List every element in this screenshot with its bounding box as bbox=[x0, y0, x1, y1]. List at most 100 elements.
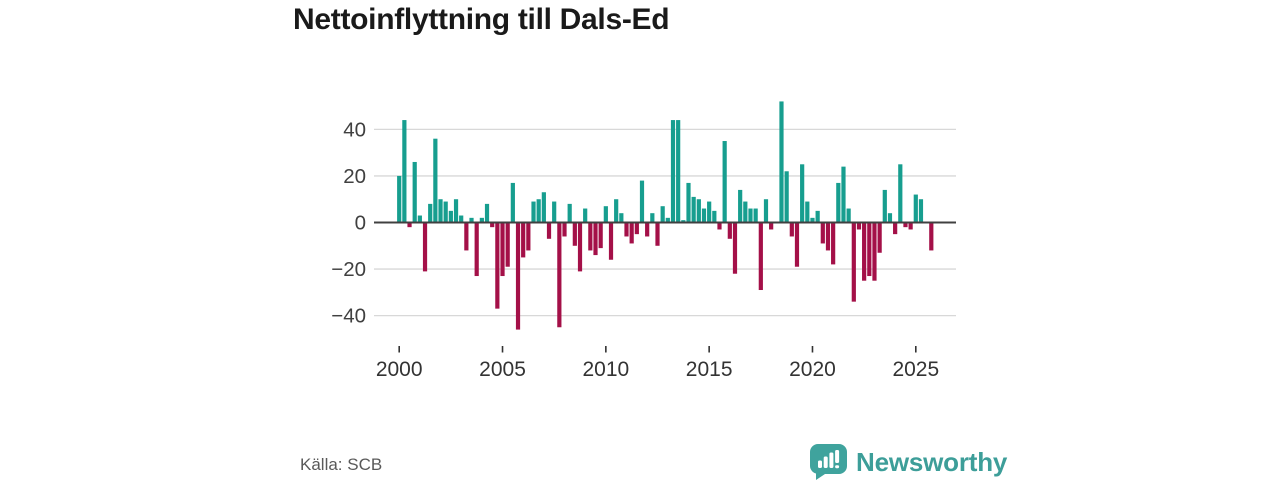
bar-2017-q4 bbox=[763, 199, 769, 223]
bar-2007-q4 bbox=[557, 222, 562, 328]
bar-2000-q1 bbox=[397, 175, 402, 223]
x-axis-label: 2000 bbox=[376, 358, 423, 381]
bar-2020-q4 bbox=[825, 222, 831, 251]
bar-2005-q2 bbox=[505, 222, 510, 267]
bar-2008-q2 bbox=[567, 203, 572, 223]
bar-2016-q1 bbox=[727, 222, 732, 239]
bar-2018-q1 bbox=[769, 222, 774, 230]
bar-2006-q4 bbox=[536, 199, 541, 223]
bar-2005-q3 bbox=[510, 182, 515, 223]
bar-2008-q3 bbox=[572, 222, 577, 246]
bar-2005-q1 bbox=[500, 222, 505, 277]
bar-2013-q4 bbox=[681, 220, 686, 223]
bar-2004-q4 bbox=[495, 222, 500, 309]
bar-2016-q3 bbox=[738, 189, 743, 223]
bar-2001-q3 bbox=[428, 203, 433, 223]
x-axis-label: 2020 bbox=[789, 358, 836, 381]
y-axis-label: 40 bbox=[343, 118, 366, 141]
bar-2004-q2 bbox=[484, 203, 490, 223]
bar-2015-q4 bbox=[722, 141, 727, 223]
y-axis-label: 20 bbox=[343, 165, 366, 188]
x-axis-label: 2010 bbox=[582, 358, 629, 381]
bar-2020-q3 bbox=[820, 222, 825, 244]
bar-2008-q1 bbox=[562, 222, 567, 237]
bar-2000-q4 bbox=[412, 161, 417, 223]
bar-2006-q2 bbox=[526, 222, 531, 251]
bar-2023-q2 bbox=[877, 222, 882, 253]
x-axis-label: 2025 bbox=[892, 358, 939, 381]
bar-2002-q4 bbox=[453, 199, 459, 223]
bar-2000-q2 bbox=[402, 120, 407, 223]
bar-2019-q2 bbox=[794, 222, 800, 267]
bar-2009-q4 bbox=[598, 222, 603, 249]
bar-2010-q2 bbox=[608, 222, 614, 260]
net-migration-bar-chart: 40 20 0 −20 −40 2000 2005 2010 2015 2020 2025 bbox=[331, 101, 956, 381]
bar-2006-q1 bbox=[521, 222, 526, 258]
bar-2009-q1 bbox=[583, 208, 588, 223]
bar-2015-q2 bbox=[712, 210, 717, 223]
bar-2001-q2 bbox=[422, 222, 428, 272]
bar-2021-q4 bbox=[846, 208, 851, 223]
bar-2014-q2 bbox=[691, 196, 696, 223]
bar-2025-q4 bbox=[929, 222, 934, 251]
bar-2024-q4 bbox=[908, 222, 913, 230]
bar-2010-q1 bbox=[603, 206, 608, 223]
bar-2008-q4 bbox=[577, 222, 583, 272]
bar-2001-q1 bbox=[417, 215, 422, 223]
bar-2016-q4 bbox=[743, 201, 748, 223]
bar-2025-q1 bbox=[913, 194, 918, 223]
bar-2017-q3 bbox=[758, 222, 763, 291]
bar-2004-q1 bbox=[479, 217, 484, 223]
bar-2003-q1 bbox=[459, 215, 464, 223]
newsworthy-logo[interactable]: Newsworthy bbox=[810, 444, 1007, 480]
page-title: Nettoinflyttning till Dals-Ed bbox=[293, 3, 670, 36]
bar-2021-q1 bbox=[831, 222, 836, 265]
bar-2019-q3 bbox=[800, 164, 805, 223]
bar-2011-q2 bbox=[629, 222, 634, 244]
bar-2002-q2 bbox=[443, 201, 448, 223]
bar-2019-q4 bbox=[805, 201, 810, 223]
bar-2020-q2 bbox=[815, 210, 820, 223]
bar-2011-q1 bbox=[624, 222, 629, 237]
bar-2014-q4 bbox=[701, 208, 707, 223]
newsworthy-logo-icon bbox=[810, 444, 847, 480]
bar-2011-q4 bbox=[639, 180, 645, 223]
bar-2021-q2 bbox=[836, 182, 841, 223]
bar-2005-q4 bbox=[515, 222, 521, 330]
bar-2012-q2 bbox=[650, 213, 655, 223]
bar-2024-q1 bbox=[893, 222, 898, 235]
bar-2021-q3 bbox=[841, 166, 846, 223]
bar-2011-q3 bbox=[634, 222, 639, 235]
bar-2007-q1 bbox=[541, 192, 546, 223]
bar-2009-q3 bbox=[593, 222, 598, 256]
bar-2020-q1 bbox=[810, 217, 815, 223]
bar-2022-q4 bbox=[867, 222, 872, 277]
bar-2002-q1 bbox=[438, 199, 443, 223]
bar-2003-q4 bbox=[474, 222, 479, 277]
bar-2012-q4 bbox=[660, 206, 665, 223]
bar-2004-q3 bbox=[490, 222, 495, 228]
x-axis-label: 2015 bbox=[686, 358, 733, 381]
bar-2013-q3 bbox=[676, 120, 681, 223]
bar-2014-q1 bbox=[686, 182, 691, 223]
bar-2017-q2 bbox=[753, 208, 758, 223]
bar-2019-q1 bbox=[789, 222, 794, 237]
x-axis-label: 2005 bbox=[479, 358, 526, 381]
bar-2006-q3 bbox=[531, 201, 536, 223]
bar-2010-q3 bbox=[614, 199, 619, 223]
bar-2013-q1 bbox=[665, 217, 670, 223]
bar-2018-q4 bbox=[784, 171, 789, 223]
bar-2017-q1 bbox=[748, 208, 753, 223]
y-axis-label: 0 bbox=[355, 212, 366, 235]
bar-2022-q2 bbox=[856, 222, 862, 230]
bar-2007-q3 bbox=[552, 201, 557, 223]
bar-2000-q3 bbox=[407, 222, 412, 228]
y-axis-label: −40 bbox=[331, 305, 366, 328]
bar-2012-q1 bbox=[645, 222, 650, 237]
bar-2025-q2 bbox=[918, 199, 924, 223]
bar-2023-q3 bbox=[882, 189, 887, 223]
bar-2003-q3 bbox=[469, 217, 474, 223]
bar-2002-q3 bbox=[448, 210, 453, 223]
bar-2016-q2 bbox=[732, 222, 738, 274]
bar-2014-q3 bbox=[696, 199, 701, 223]
